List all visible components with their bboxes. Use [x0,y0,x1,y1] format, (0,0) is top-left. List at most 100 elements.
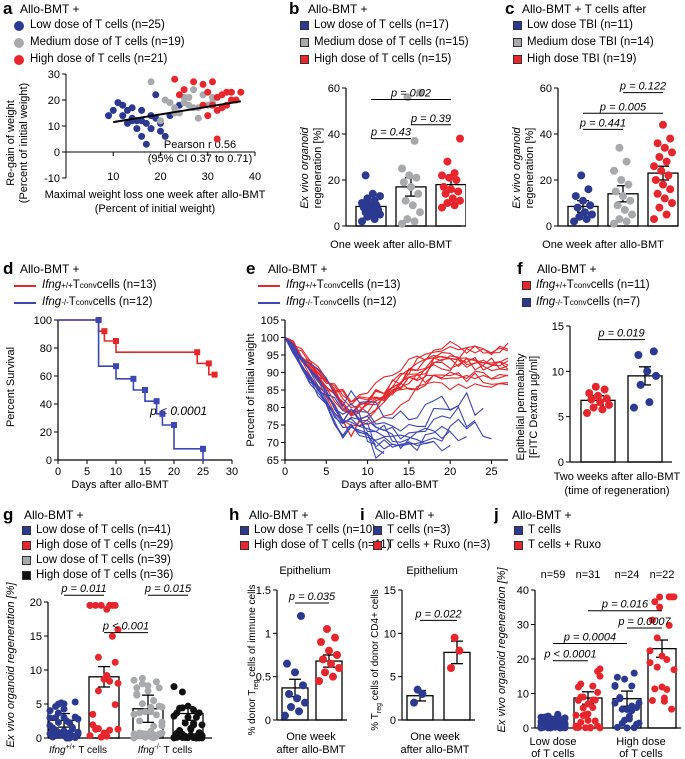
data-point [295,707,303,716]
data-point [111,658,119,666]
data-point [52,714,60,722]
y-tick-label: 30 [517,620,529,632]
data-point [103,732,111,740]
data-point [152,678,160,686]
data-point [136,729,144,737]
y-tick-label: 20 [48,95,60,107]
bar-chart-c: Ex vivo organoid regeneration [%] One we… [511,81,679,251]
data-point [155,684,163,692]
censor-mark [113,338,119,344]
data-point [106,677,114,685]
scatter-point [152,91,160,99]
data-point [184,702,192,710]
blue-square-icon [514,526,523,535]
panel-label-e: e [246,259,256,278]
y-tick-label: 65 [267,455,279,467]
data-point [130,710,138,718]
data-point [584,185,593,194]
data-point [579,704,587,712]
data-point [596,398,605,407]
x-axis-label: One week after allo-BMT [542,239,664,251]
p-value: p = 0.035 [288,591,336,603]
data-point [450,169,459,178]
bar [627,375,663,463]
data-point [658,652,666,660]
data-point [365,201,374,210]
censor-mark [211,371,218,378]
p-value: p = 0.0007 [617,616,671,628]
scatter-point [109,106,117,114]
data-point [575,212,584,221]
data-point [591,717,599,725]
data-point [46,722,54,730]
weight-curve [284,337,451,452]
data-point [198,721,206,729]
y-tick-label: 5 [558,412,564,424]
data-point [574,724,582,732]
red-square-icon [522,281,531,290]
red-dot-icon [14,54,24,65]
data-point [662,157,671,166]
data-point [408,201,417,210]
x-tick-label: 20 [154,171,166,183]
data-point [358,217,366,226]
subscript: conv [75,298,93,307]
genotype: +/+ [61,281,73,290]
red-square-icon [373,541,382,550]
censor-mark [142,387,148,393]
data-point [613,201,622,210]
y-tick-label: 40 [540,129,552,141]
data-point [321,668,329,677]
data-point [586,201,595,210]
legend-text: T [72,279,80,291]
data-point [618,719,626,727]
scatter-point [227,88,235,96]
panel-i-legend: T cells (n=3) T cells + Ruxo (n=3) [373,523,490,553]
data-point [173,709,181,717]
gene-name: Ifng [286,279,306,291]
legend-text: cells (n=13) [96,279,157,291]
genotype: +/+ [555,281,567,290]
data-point [331,633,339,642]
data-point [447,185,455,194]
y-tick-label: 75 [267,420,279,432]
data-point [448,194,457,203]
data-point [133,690,141,698]
data-point [291,668,299,677]
data-point [438,171,446,180]
data-point [410,217,419,226]
blue-line-icon [258,301,280,304]
data-point [370,196,379,205]
data-point [589,682,597,690]
p-value: p = 0.441 [579,117,626,129]
data-point [147,727,155,735]
scatter-point [190,86,198,94]
data-point [660,143,669,152]
legend-item: Low dose T cells (n=10) [240,523,390,538]
data-point [628,682,636,690]
data-point [596,665,604,673]
legend-label: Low dose TBI (n=11) [527,19,634,31]
x-tick-label: 5 [323,466,329,478]
data-point [628,210,636,219]
y-tick-label: 0 [523,723,529,735]
legend-label: High dose of T cells (n=21) [30,53,168,65]
data-point [413,685,422,694]
y-tick-label: 10 [384,628,396,640]
weight-curve [284,337,509,409]
y-tick-label: 0 [46,455,52,467]
data-point [368,189,377,198]
x-axis-label: (Percent of initial weight) [95,203,215,215]
data-point [283,659,291,668]
y-axis-label: Ex vivo organoid [299,126,311,208]
blue-dot-icon [14,20,24,31]
data-point [656,603,664,611]
y-axis-label: Percent Survival [5,347,17,427]
p-value: p = 0.0004 [563,631,616,643]
y-axis-label: % Treg cells of donor CD4+ cells [370,589,383,730]
legend-label: T cells (n=3) [387,524,451,536]
data-point [325,646,333,655]
scatter-point [105,112,113,120]
y-tick-label: 5 [390,672,396,684]
weight-curve [284,337,459,421]
